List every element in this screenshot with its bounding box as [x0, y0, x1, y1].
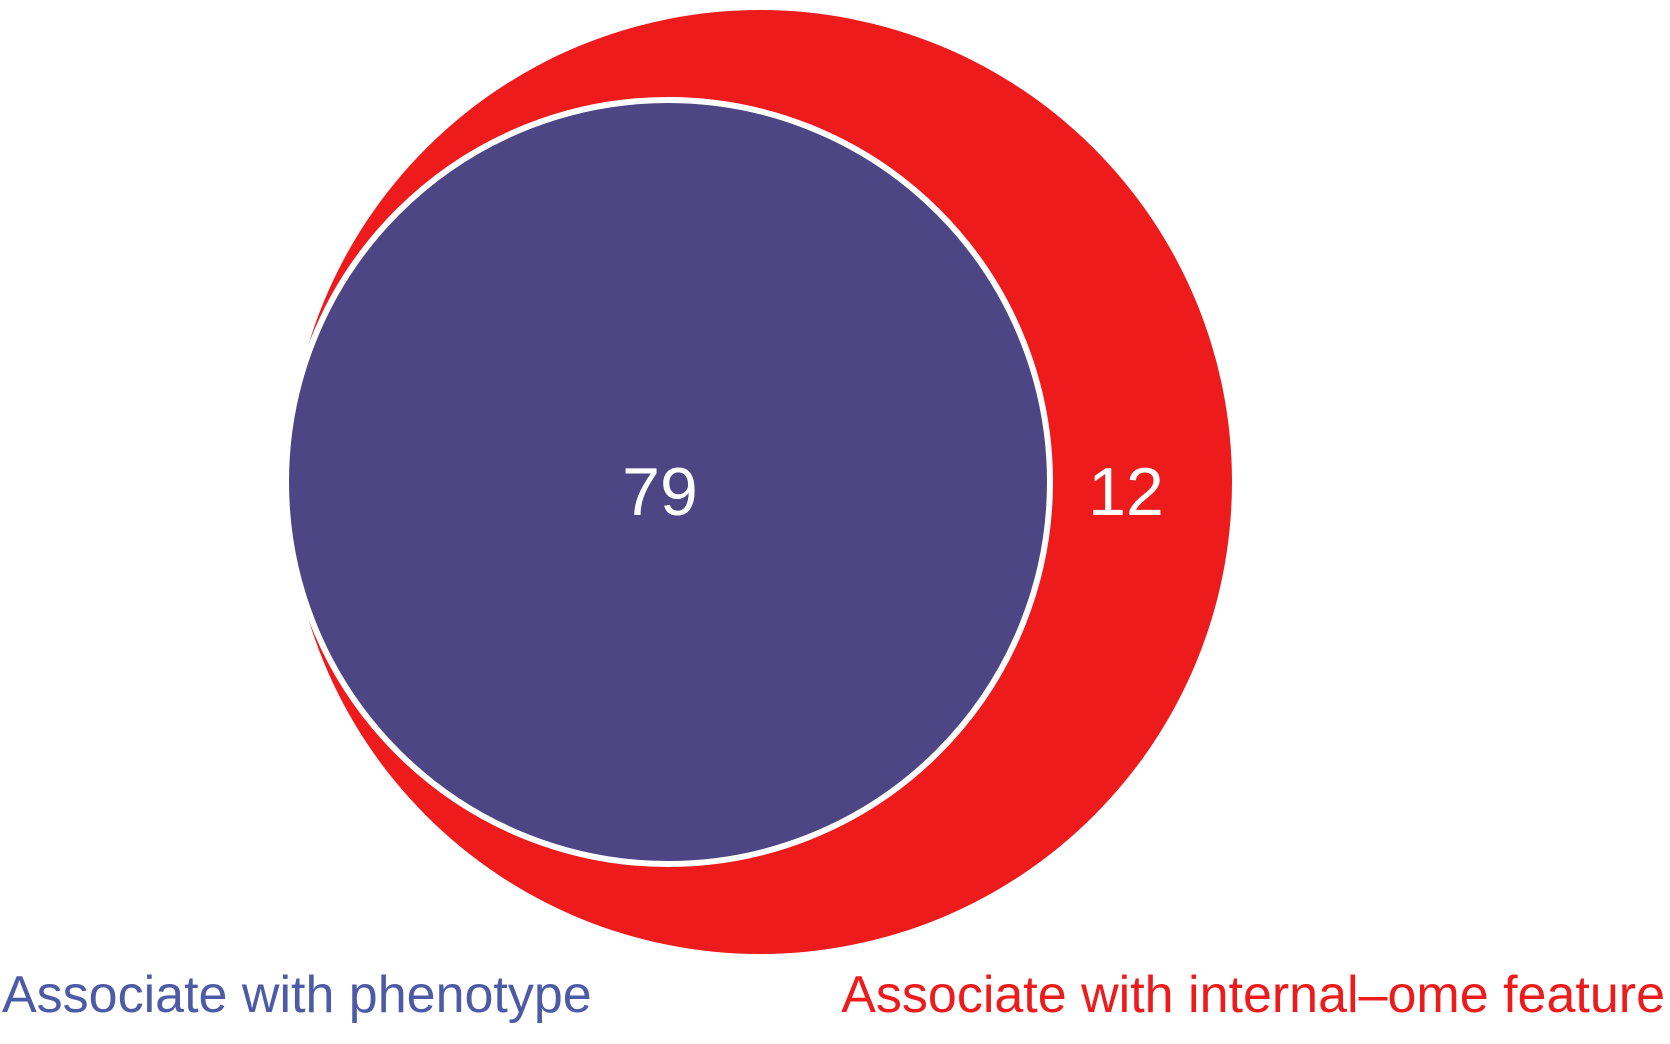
internal-ome-set-label: Associate with internal–ome feature: [841, 966, 1665, 1024]
phenotype-set-label: Associate with phenotype: [2, 966, 592, 1024]
overlap-count-label: 79: [622, 454, 698, 530]
internal-ome-only-count-label: 12: [1088, 454, 1164, 530]
phenotype-set-ellipse: [283, 97, 1053, 867]
